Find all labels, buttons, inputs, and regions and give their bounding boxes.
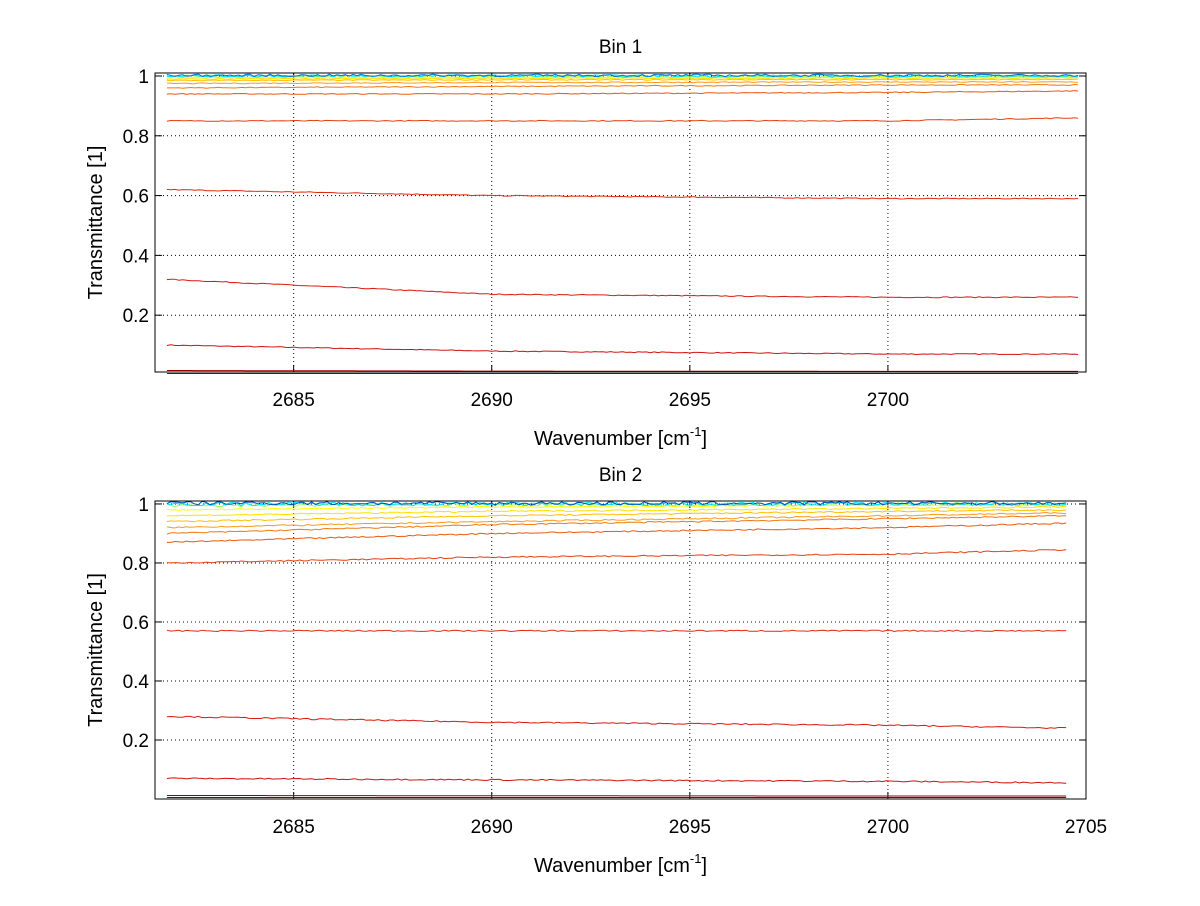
series-line-5 <box>166 188 1079 200</box>
y-tick-label: 0.2 <box>123 731 149 752</box>
series-line-2 <box>166 795 1067 797</box>
y-tick-label: 0.4 <box>123 246 150 267</box>
axes-frame <box>154 500 1087 800</box>
x-tick-label: 2695 <box>669 817 711 838</box>
y-tick-label: 1 <box>138 67 149 88</box>
series-line-15 <box>166 500 1067 506</box>
series-line-6 <box>166 549 1067 564</box>
series-line-12 <box>166 504 1067 511</box>
y-axis-label: Transmittance [1] <box>85 573 107 727</box>
y-tick-label: 0.8 <box>123 127 149 148</box>
axes-background <box>155 73 1086 372</box>
series-line-14 <box>166 74 1079 78</box>
series-line-10 <box>166 509 1067 523</box>
x-tick-label: 2685 <box>273 817 315 838</box>
series-line-3 <box>166 777 1067 784</box>
y-tick-label: 1 <box>138 495 149 516</box>
x-tick-label: 2690 <box>471 390 513 411</box>
series-line-3 <box>166 344 1079 356</box>
x-tick-label: 2690 <box>471 817 513 838</box>
chart-title: Bin 1 <box>599 37 642 58</box>
x-axis-label: Wavenumber [cm-1] <box>534 851 707 877</box>
series-line-8 <box>166 514 1067 535</box>
series-line-4 <box>166 715 1067 730</box>
series-line-11 <box>166 505 1067 517</box>
series-line-10 <box>166 78 1079 82</box>
y-tick-label: 0.6 <box>123 613 149 634</box>
chart-title: Bin 2 <box>599 465 642 486</box>
x-tick-label: 2700 <box>867 817 909 838</box>
x-tick-label: 2705 <box>1065 817 1107 838</box>
series-line-9 <box>166 80 1079 85</box>
series-line-4 <box>166 278 1079 299</box>
series-line-8 <box>166 83 1079 89</box>
series-line-9 <box>166 511 1067 529</box>
y-tick-label: 0.8 <box>123 554 149 575</box>
axes-frame <box>154 72 1087 373</box>
subplot-2: 2685 2690 2695 2700 2705 0.2 0.4 0.6 0.8 1 Bin 2 Wa… <box>85 465 1107 877</box>
series-line-2 <box>166 370 1079 372</box>
x-tick-label: 2685 <box>273 390 315 411</box>
series-line-11 <box>166 77 1079 80</box>
series-line-7 <box>166 522 1067 543</box>
series-line-6 <box>166 117 1079 122</box>
y-axis-label: Transmittance [1] <box>85 146 107 300</box>
series-line-5 <box>166 629 1067 633</box>
axes-background <box>155 501 1086 799</box>
subplot-1: 2685 2690 2695 2700 0.2 0.4 0.6 0.8 1 Bin 1 Wavenu… <box>85 37 1087 450</box>
y-tick-label: 0.2 <box>123 306 149 327</box>
x-tick-label: 2700 <box>867 390 909 411</box>
y-tick-label: 0.4 <box>123 672 150 693</box>
series-line-7 <box>166 90 1079 95</box>
y-tick-label: 0.6 <box>123 187 149 208</box>
x-axis-label: Wavenumber [cm-1] <box>534 424 707 450</box>
x-tick-label: 2695 <box>669 390 711 411</box>
series-line-15 <box>166 73 1079 78</box>
